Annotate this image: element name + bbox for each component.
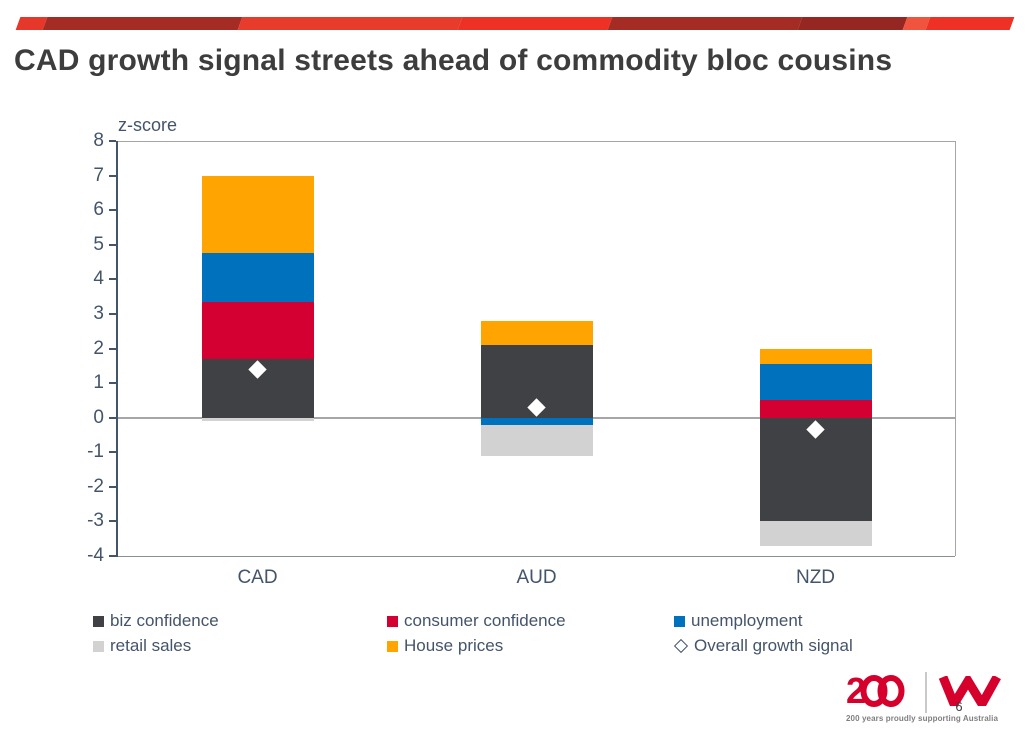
y-tick-label: 6 <box>93 199 104 221</box>
slide-title: CAD growth signal streets ahead of commo… <box>14 44 893 77</box>
bar-segment-CAD-House-prices <box>201 175 314 254</box>
westpac-w-logo <box>938 676 1001 706</box>
westpac-200-logo: 2 <box>846 674 905 708</box>
y-tick-label: 7 <box>93 164 104 186</box>
y-tick-label: -4 <box>87 545 104 566</box>
y-tick-mark <box>109 174 116 177</box>
y-tick-label: 3 <box>93 302 104 324</box>
bar-segment-NZD-retail-sales <box>759 521 872 546</box>
y-tick-label: -1 <box>87 441 104 463</box>
y-tick-mark <box>109 278 116 281</box>
y-tick-label: 1 <box>93 372 104 394</box>
y-tick-mark <box>109 312 116 315</box>
bar-segment-CAD-consumer-confidence <box>201 301 314 359</box>
y-axis-title: z-score <box>118 115 178 135</box>
bar-segment-CAD-retail-sales <box>201 417 314 422</box>
bar-segment-NZD-consumer-confidence <box>759 400 872 418</box>
svg-text:2: 2 <box>846 674 866 708</box>
plot-border-top <box>118 141 955 142</box>
y-tick-mark <box>109 347 116 350</box>
y-tick-label: 4 <box>93 268 104 290</box>
y-tick-mark <box>109 382 116 385</box>
bar-segment-AUD-unemployment <box>480 417 593 425</box>
y-tick-mark <box>109 451 116 454</box>
bar-segment-CAD-unemployment <box>201 253 314 302</box>
y-tick-mark <box>109 520 116 523</box>
y-tick-mark <box>109 416 116 419</box>
y-tick-mark <box>109 485 116 488</box>
y-axis-line <box>116 141 118 557</box>
bar-segment-NZD-unemployment <box>759 364 872 401</box>
page-number: 6 <box>955 699 963 714</box>
y-tick-mark <box>109 209 116 212</box>
footer-tagline: 200 years proudly supporting Australia <box>846 714 998 723</box>
x-category-label: AUD <box>516 567 557 588</box>
y-tick-mark <box>109 555 116 557</box>
plot-border-right <box>955 141 956 556</box>
y-tick-mark <box>109 243 116 246</box>
bar-segment-AUD-House-prices <box>480 320 593 346</box>
footer-divider <box>925 672 927 713</box>
y-tick-label: 2 <box>93 337 104 359</box>
y-tick-label: -3 <box>87 510 104 532</box>
y-tick-label: 8 <box>93 130 104 151</box>
y-tick-label: 5 <box>93 233 104 255</box>
y-tick-mark <box>109 140 116 142</box>
bar-segment-AUD-retail-sales <box>480 424 593 456</box>
x-category-label: CAD <box>237 567 278 588</box>
y-tick-label: 0 <box>93 406 104 428</box>
y-tick-label: -2 <box>87 475 104 497</box>
x-category-label: NZD <box>795 567 836 588</box>
bar-segment-NZD-House-prices <box>759 348 872 365</box>
plot-border-bottom <box>118 556 955 557</box>
